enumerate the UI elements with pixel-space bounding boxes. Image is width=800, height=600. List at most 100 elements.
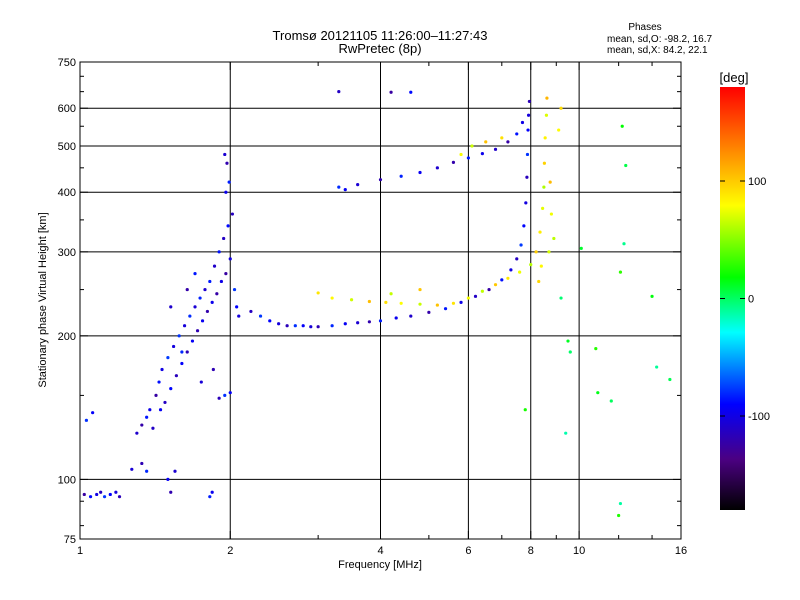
data-point	[99, 490, 103, 494]
data-point	[102, 495, 107, 499]
data-point	[542, 185, 546, 189]
data-point	[163, 400, 167, 405]
data-point	[538, 230, 542, 234]
data-points	[82, 90, 672, 518]
y-tick-label: 400	[58, 187, 76, 199]
y-tick-label: 100	[58, 474, 76, 486]
data-point	[524, 201, 528, 205]
data-point	[617, 513, 621, 518]
data-point	[210, 490, 214, 494]
data-point	[151, 426, 155, 430]
data-point	[177, 334, 181, 338]
data-point	[195, 329, 200, 333]
grid-lines	[80, 62, 681, 539]
data-point	[568, 350, 572, 354]
data-point	[169, 387, 173, 391]
data-point	[480, 151, 484, 156]
data-point	[84, 418, 89, 422]
data-point	[211, 367, 215, 372]
data-point	[228, 391, 232, 395]
data-point	[227, 180, 231, 184]
data-point	[493, 147, 498, 151]
data-point	[549, 212, 554, 216]
data-point	[435, 166, 439, 170]
data-point	[205, 309, 210, 314]
data-point	[190, 339, 195, 343]
data-point	[237, 314, 241, 318]
data-point	[193, 305, 197, 309]
data-point	[515, 132, 519, 136]
data-point	[409, 314, 413, 318]
data-point	[228, 257, 232, 261]
data-point	[198, 296, 202, 300]
data-point	[309, 325, 313, 329]
data-point	[268, 319, 272, 323]
data-point	[459, 152, 463, 157]
data-point	[171, 344, 176, 349]
data-point	[537, 279, 541, 284]
data-point	[389, 90, 393, 94]
data-point	[226, 224, 230, 228]
data-point	[594, 347, 598, 351]
data-point	[223, 152, 227, 157]
data-point	[330, 324, 334, 328]
data-point	[559, 106, 563, 110]
data-point	[117, 495, 122, 499]
data-point	[185, 350, 189, 354]
legend-x-stats: mean, sd,X: 84.2, 22.1	[607, 45, 708, 56]
x-axis-label: Frequency [MHz]	[338, 559, 422, 571]
data-point	[208, 279, 212, 284]
data-point	[91, 411, 95, 415]
data-point	[293, 324, 297, 328]
data-point	[389, 292, 393, 296]
data-point	[285, 324, 289, 328]
data-point	[509, 268, 513, 272]
data-point	[82, 492, 86, 497]
data-point	[399, 301, 403, 305]
data-point	[544, 113, 549, 117]
data-point	[520, 120, 525, 125]
legend-title: Phases	[628, 22, 661, 33]
data-point	[215, 292, 219, 296]
data-point	[145, 415, 149, 419]
data-point	[208, 495, 212, 499]
data-point	[487, 287, 491, 292]
data-point	[169, 305, 173, 309]
data-point	[222, 236, 226, 241]
data-point	[552, 236, 556, 241]
data-point	[249, 309, 253, 314]
data-point	[451, 160, 456, 164]
data-point	[609, 399, 613, 403]
data-point	[173, 469, 177, 473]
data-point	[519, 243, 523, 247]
data-point	[526, 113, 531, 117]
data-point	[224, 272, 228, 276]
colorbar-tick-label: 100	[748, 176, 766, 188]
y-axis-label: Stationary phase Virtual Height [km]	[37, 212, 49, 387]
data-point	[566, 339, 570, 343]
x-tick-label: 4	[377, 545, 383, 557]
data-point	[188, 314, 192, 318]
data-point	[367, 320, 371, 324]
data-point	[526, 128, 530, 132]
data-point	[418, 302, 422, 306]
data-point	[166, 356, 170, 360]
data-point	[655, 365, 659, 369]
data-point	[203, 287, 207, 292]
data-point	[443, 307, 448, 311]
x-tick-label: 2	[227, 545, 233, 557]
data-point	[140, 423, 144, 427]
data-point	[378, 178, 383, 182]
data-point	[384, 300, 388, 305]
data-point	[466, 156, 470, 160]
data-point	[180, 361, 184, 366]
data-point	[337, 90, 341, 94]
data-point	[108, 492, 112, 497]
y-tick-label: 750	[58, 57, 76, 69]
data-point	[650, 294, 654, 298]
data-point	[527, 99, 531, 104]
data-point	[470, 144, 474, 148]
data-point	[182, 324, 187, 328]
data-point	[343, 188, 347, 192]
